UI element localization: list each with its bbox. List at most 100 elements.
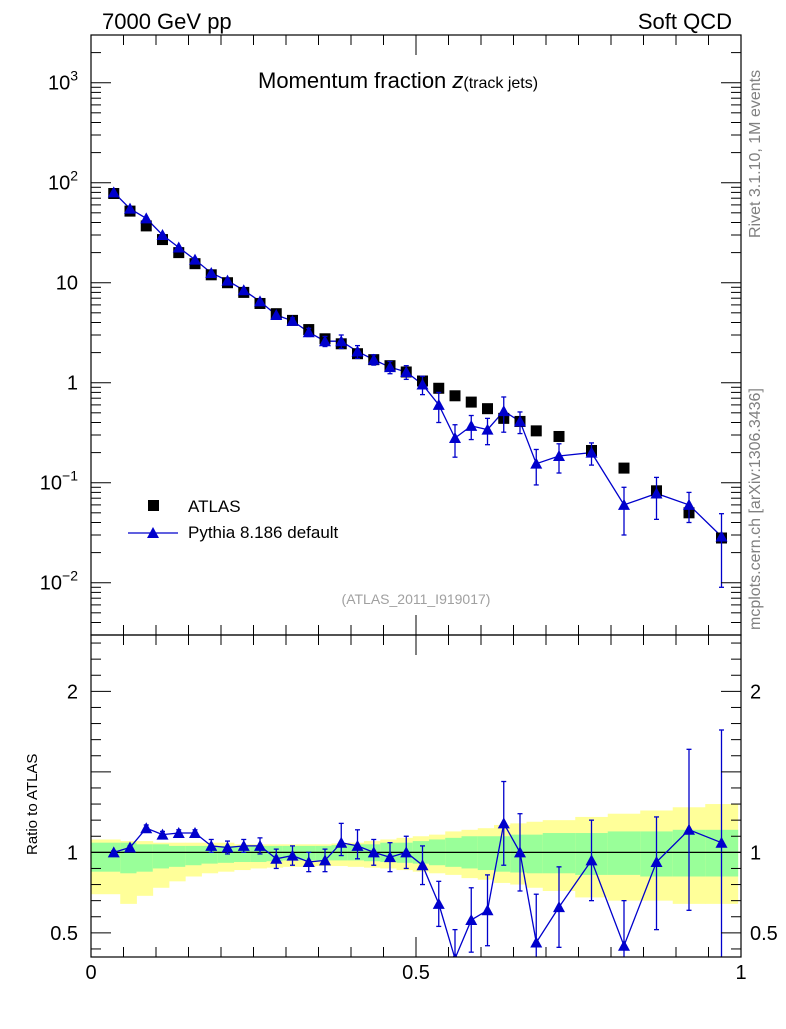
- pythia-point: [481, 423, 494, 435]
- uncertainty-band-inner: [299, 845, 316, 861]
- uncertainty-band-inner: [526, 834, 544, 874]
- pythia-point: [650, 487, 663, 499]
- y-tick-label-exponent: 3: [70, 68, 78, 84]
- ratio-point: [237, 839, 250, 851]
- ratio-point: [319, 854, 331, 866]
- ratio-point: [416, 859, 429, 871]
- ratio-point: [124, 841, 136, 853]
- pythia-point: [384, 361, 396, 373]
- pythia-point: [335, 335, 348, 347]
- ratio-point: [156, 828, 169, 840]
- ratio-y-tick-label-left: 2: [67, 681, 78, 703]
- ratio-point: [585, 854, 598, 866]
- pythia-point: [124, 202, 136, 214]
- uncertainty-band-inner: [185, 845, 202, 866]
- ratio-point: [465, 913, 478, 925]
- pythia-point: [205, 267, 218, 279]
- ratio-y-axis-label: Ratio to ATLAS: [24, 754, 41, 855]
- ratio-plot-frame: [90, 634, 742, 958]
- pythia-point: [400, 365, 413, 377]
- pythia-line: [113, 191, 722, 537]
- title-main-text: Momentum fraction: [258, 68, 452, 93]
- y-tick-label-exponent: 2: [70, 168, 78, 184]
- atlas-point: [530, 425, 542, 437]
- ratio-point: [400, 846, 413, 858]
- pythia-point: [286, 314, 299, 326]
- atlas-point: [553, 430, 565, 442]
- pythia-point: [270, 309, 283, 321]
- ratio-point: [189, 827, 201, 839]
- pythia-point: [140, 212, 153, 224]
- ratio-point: [172, 827, 185, 839]
- side-label-upper: Rivet 3.1.10, 1M events: [747, 70, 764, 238]
- pythia-point: [351, 345, 364, 357]
- pythia-point: [465, 419, 478, 431]
- pythia-point: [514, 415, 526, 427]
- y-tick-label: 102: [48, 168, 78, 195]
- ratio-point: [384, 851, 396, 863]
- pythia-point: [585, 446, 598, 458]
- ratio-point: [254, 839, 266, 851]
- atlas-point: [465, 396, 477, 408]
- ratio-point: [335, 836, 348, 848]
- pythia-point: [254, 295, 266, 307]
- ratio-point: [530, 936, 543, 948]
- uncertainty-band-inner: [477, 836, 495, 871]
- pythia-point: [319, 335, 331, 347]
- legend-label-pythia: Pythia 8.186 default: [188, 523, 339, 542]
- ratio-plot-panel: 0.5 0.51 12 20 0.5 1 Ratio to ATLAS: [24, 634, 778, 984]
- ratio-point: [432, 897, 445, 909]
- ratio-point: [481, 904, 494, 916]
- ratio-plot-ticks: 0.5 0.51 12 20 0.5 1: [50, 635, 778, 984]
- ratio-plot-marks: [91, 729, 741, 957]
- y-tick-label: 10−2: [40, 568, 78, 595]
- pythia-point: [715, 530, 728, 542]
- analysis-watermark: (ATLAS_2011_I919017): [342, 591, 491, 607]
- ratio-y-tick-label-left: 0.5: [50, 923, 78, 945]
- ratio-point: [553, 901, 565, 913]
- ratio-point: [514, 846, 526, 858]
- pythia-point: [449, 431, 461, 443]
- ratio-series-group: [107, 729, 728, 957]
- pythia-point: [432, 398, 445, 410]
- y-tick-label-base: 1: [67, 373, 78, 395]
- ratio-point: [683, 823, 695, 835]
- header-left-label: 7000 GeV pp: [102, 9, 232, 34]
- ratio-point: [497, 817, 510, 829]
- ratio-point: [618, 939, 630, 951]
- y-tick-label: 10: [56, 273, 78, 295]
- ratio-y-tick-label-left: 1: [67, 842, 78, 864]
- pythia-point: [618, 498, 630, 510]
- pythia-point: [497, 405, 510, 417]
- x-tick-label: 0.5: [402, 962, 430, 984]
- ratio-point: [452, 952, 458, 957]
- main-plot-marks: [107, 186, 728, 588]
- atlas-point: [449, 390, 461, 402]
- pythia-point: [172, 241, 185, 253]
- pythia-point: [189, 253, 201, 265]
- ratio-point: [650, 856, 663, 868]
- x-tick-label: 1: [735, 962, 746, 984]
- main-plot-title: Momentum fraction z(track jets): [258, 68, 538, 93]
- ratio-y-tick-label-right: 0.5: [750, 923, 778, 945]
- y-tick-label-base: 10: [48, 73, 70, 95]
- ratio-point: [367, 846, 380, 858]
- header-right-label: Soft QCD: [638, 9, 732, 34]
- y-tick-label: 1: [67, 373, 78, 395]
- side-label-lower: mcplots.cern.ch [arXiv:1306.3436]: [747, 388, 764, 630]
- atlas-point: [173, 247, 185, 259]
- atlas-point: [433, 382, 445, 394]
- ratio-point: [351, 839, 364, 851]
- y-tick-label-exponent: −2: [62, 568, 78, 584]
- pythia-point: [530, 457, 543, 469]
- pythia-point: [221, 274, 234, 286]
- pythia-point: [367, 353, 380, 365]
- uncertainty-band-inner: [607, 831, 641, 875]
- legend-marker-pythia: [147, 527, 159, 538]
- uncertainty-band-inner: [494, 836, 511, 872]
- atlas-point: [482, 403, 493, 415]
- ratio-point: [140, 822, 153, 834]
- x-tick-label: 0: [85, 962, 96, 984]
